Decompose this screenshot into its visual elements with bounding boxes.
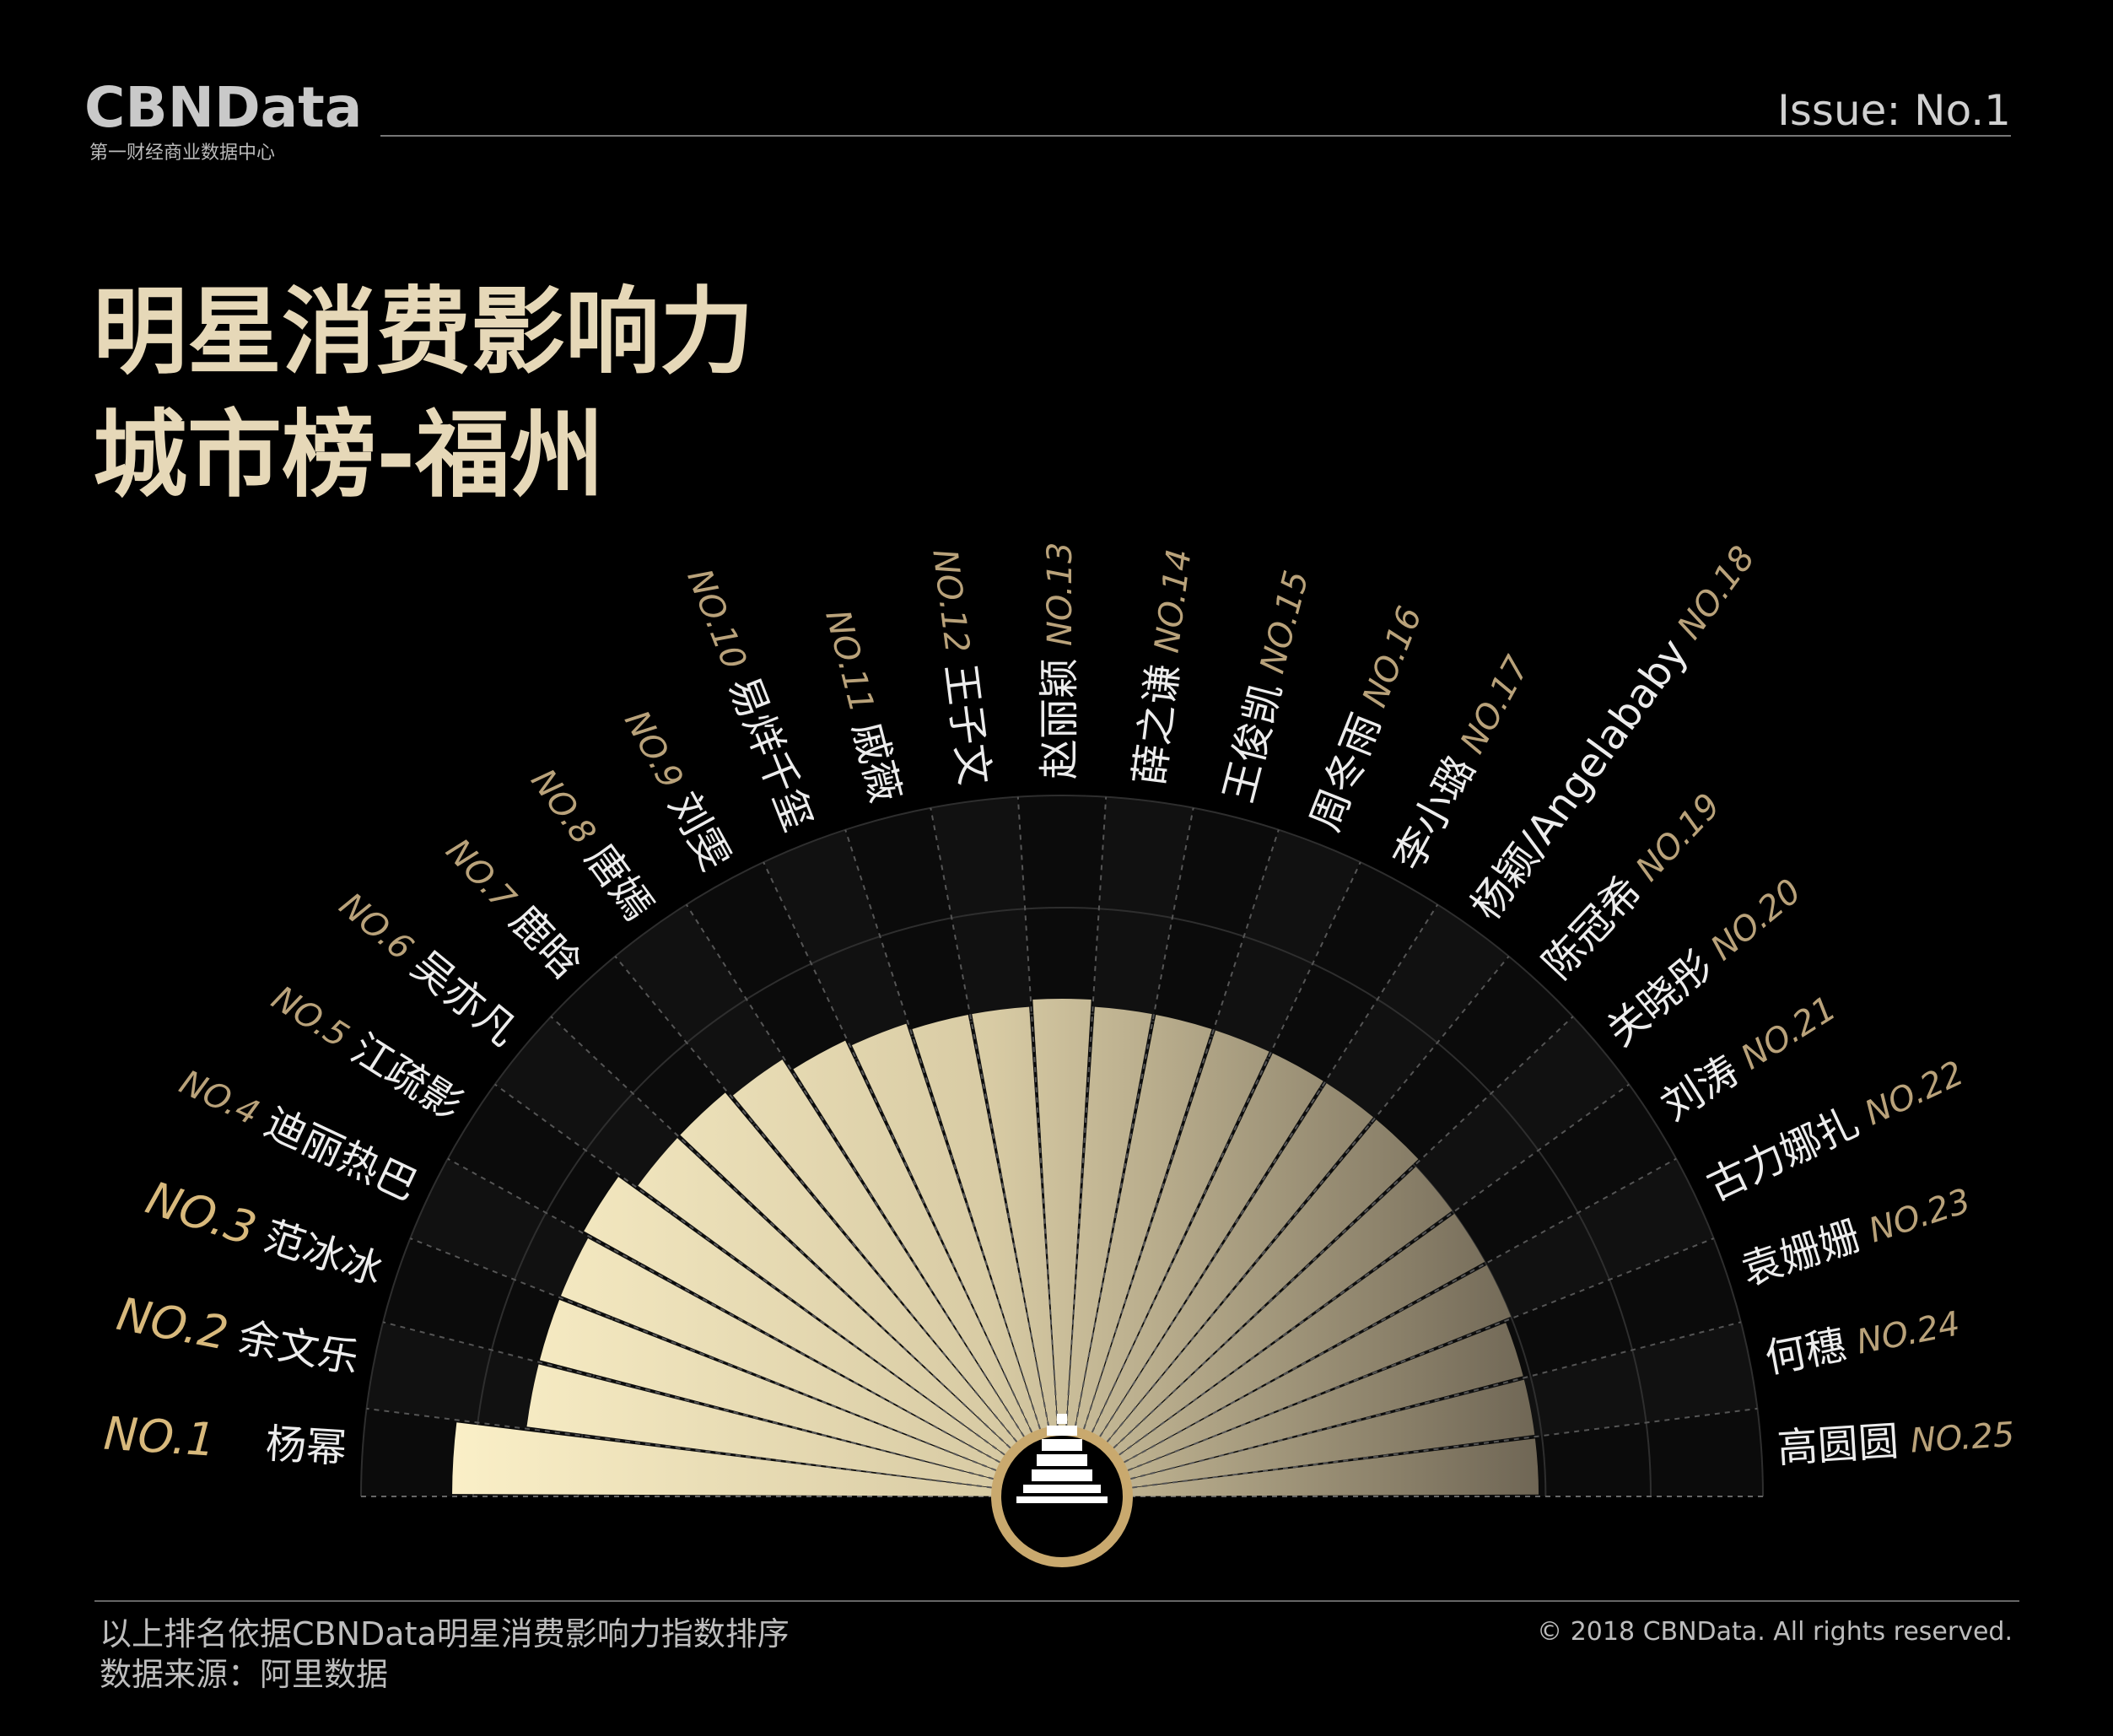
bar — [1062, 1119, 1419, 1496]
bar — [793, 1040, 1062, 1496]
bar — [526, 1364, 1062, 1496]
ring — [360, 795, 1764, 1497]
logo: CBNData — [84, 75, 362, 140]
bar — [561, 1237, 1062, 1496]
bar — [1062, 1264, 1512, 1496]
bar — [1062, 1323, 1523, 1496]
title-line: 明星消费影响力 — [93, 278, 754, 387]
bar — [1062, 1015, 1212, 1496]
bar — [1062, 1213, 1485, 1496]
background-sector — [1062, 796, 1194, 1496]
bar — [1062, 1053, 1323, 1496]
rank-label: NO.13 — [1041, 542, 1080, 646]
label: 高圆圆 NO.25 — [1776, 1410, 2015, 1473]
rank-label: NO.25 — [1909, 1415, 2015, 1461]
bar — [851, 1023, 1062, 1496]
bar — [1062, 1083, 1373, 1496]
bar — [1032, 998, 1092, 1496]
center-icon — [991, 1414, 1133, 1567]
logo-subtitle: 第一财经商业数据中心 — [89, 143, 275, 164]
footer-source: 数据来源：阿里数据 — [100, 1656, 388, 1693]
bar — [1062, 1030, 1269, 1496]
name: 高圆圆 — [1776, 1418, 1900, 1473]
label: 赵丽颖 NO.13 — [1036, 542, 1083, 779]
bar — [1062, 1167, 1453, 1496]
bar — [539, 1299, 1062, 1496]
title-line: 城市榜-福州 — [93, 401, 604, 510]
bar — [912, 1015, 1062, 1496]
name: 赵丽颖 — [1036, 658, 1083, 779]
bar — [638, 1138, 1062, 1496]
label: NO.1 杨幂 — [102, 1406, 348, 1475]
fan-chart: NO.1 杨幂NO.2余文乐NO.3范冰冰NO.4迪丽热巴NO.5江疏影NO.6吴… — [102, 539, 2016, 1497]
bar — [680, 1092, 1062, 1496]
bar — [732, 1059, 1062, 1496]
bar — [1062, 1438, 1539, 1496]
footer-note: 以上排名依据CBNData明星消费影响力指数排序 — [100, 1615, 790, 1652]
copyright: © 2018 CBNData. All rights reserved. — [1537, 1617, 2013, 1647]
bar — [584, 1177, 1062, 1496]
rank-label: NO.1 — [102, 1406, 217, 1466]
issue: Issue: No.1 — [1777, 86, 2011, 135]
name: 杨幂 — [264, 1421, 348, 1473]
bar — [1062, 1379, 1535, 1496]
background-sector — [930, 796, 1062, 1496]
